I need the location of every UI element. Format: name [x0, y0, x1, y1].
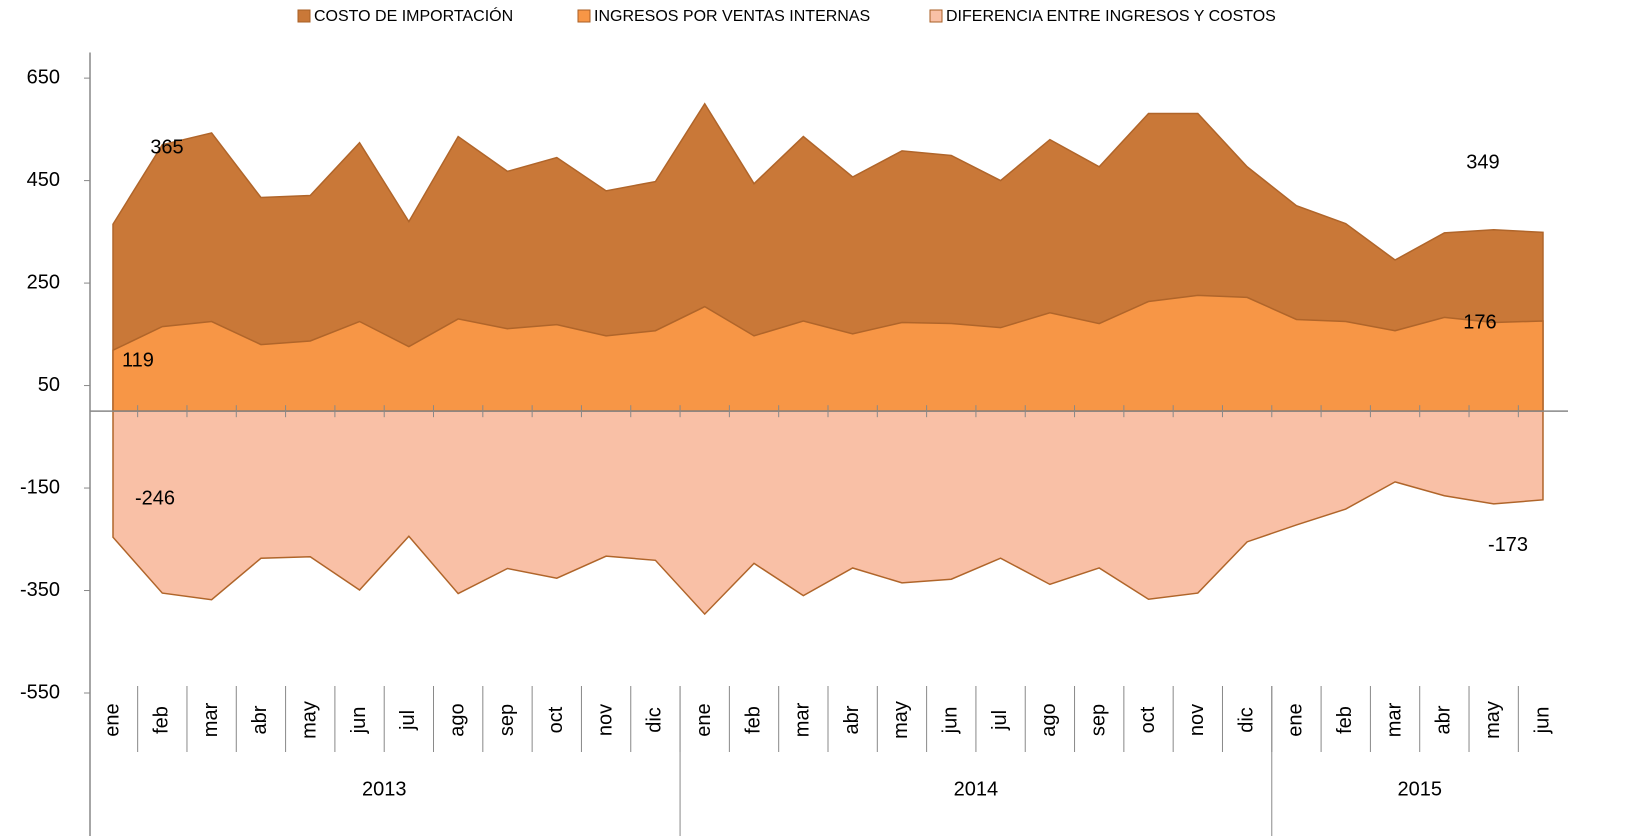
- data-label: 349: [1466, 152, 1499, 174]
- x-tick-label: feb: [1334, 706, 1356, 734]
- data-label: 119: [122, 349, 154, 371]
- area: [112, 294, 1544, 412]
- x-tick-label: nov: [1186, 704, 1208, 736]
- x-tick-label: mar: [1383, 702, 1405, 737]
- x-tick-label: jun: [940, 707, 962, 735]
- x-tick-label: oct: [1137, 706, 1159, 733]
- area: [112, 410, 1544, 616]
- data-label: 365: [150, 136, 183, 158]
- x-tick-label: feb: [742, 706, 764, 734]
- y-tick-label: -550: [20, 681, 60, 703]
- data-label: -173: [1488, 534, 1528, 556]
- y-tick-label: 450: [27, 169, 60, 191]
- legend-label: COSTO DE IMPORTACIÓN: [314, 6, 513, 25]
- x-tick-label: jun: [1531, 707, 1553, 735]
- x-tick-label: mar: [200, 702, 222, 737]
- x-tick-label: abr: [249, 705, 271, 734]
- x-tick-label: abr: [1433, 705, 1455, 734]
- legend-swatch: [297, 9, 311, 23]
- x-tick-label: dic: [1235, 707, 1257, 733]
- data-label: -246: [135, 488, 175, 510]
- y-tick-label: 250: [27, 271, 60, 293]
- legend-label: INGRESOS POR VENTAS INTERNAS: [594, 8, 870, 25]
- x-tick-label: ene: [693, 703, 715, 736]
- x-tick-label: jun: [348, 707, 370, 735]
- y-tick-label: -350: [20, 579, 60, 601]
- x-tick-label: sep: [1087, 704, 1109, 736]
- legend-swatch: [929, 9, 943, 23]
- legend-swatch: [577, 9, 591, 23]
- x-tick-label: ene: [101, 703, 123, 736]
- x-tick-label: ene: [1285, 703, 1307, 736]
- x-tick-label: mar: [792, 702, 814, 737]
- year-label: 2014: [954, 778, 999, 800]
- x-tick-label: abr: [841, 705, 863, 734]
- x-tick-label: may: [890, 701, 912, 739]
- x-tick-label: may: [1482, 701, 1504, 739]
- legend-label: DIFERENCIA ENTRE INGRESOS Y COSTOS: [946, 8, 1276, 25]
- y-tick-label: -150: [20, 476, 60, 498]
- x-tick-label: oct: [545, 706, 567, 733]
- year-label: 2013: [362, 778, 407, 800]
- x-tick-label: may: [299, 701, 321, 739]
- x-tick-label: ago: [446, 703, 468, 736]
- data-label: 176: [1463, 311, 1496, 333]
- x-tick-label: ago: [1038, 703, 1060, 736]
- year-label: 2015: [1397, 778, 1442, 800]
- x-tick-label: dic: [644, 707, 666, 733]
- x-tick-label: sep: [496, 704, 518, 736]
- x-tick-label: nov: [594, 704, 616, 736]
- y-tick-label: 650: [27, 66, 60, 88]
- x-tick-label: jul: [397, 710, 419, 731]
- y-tick-label: 50: [38, 374, 60, 396]
- x-tick-label: feb: [151, 706, 173, 734]
- x-tick-label: jul: [989, 710, 1011, 731]
